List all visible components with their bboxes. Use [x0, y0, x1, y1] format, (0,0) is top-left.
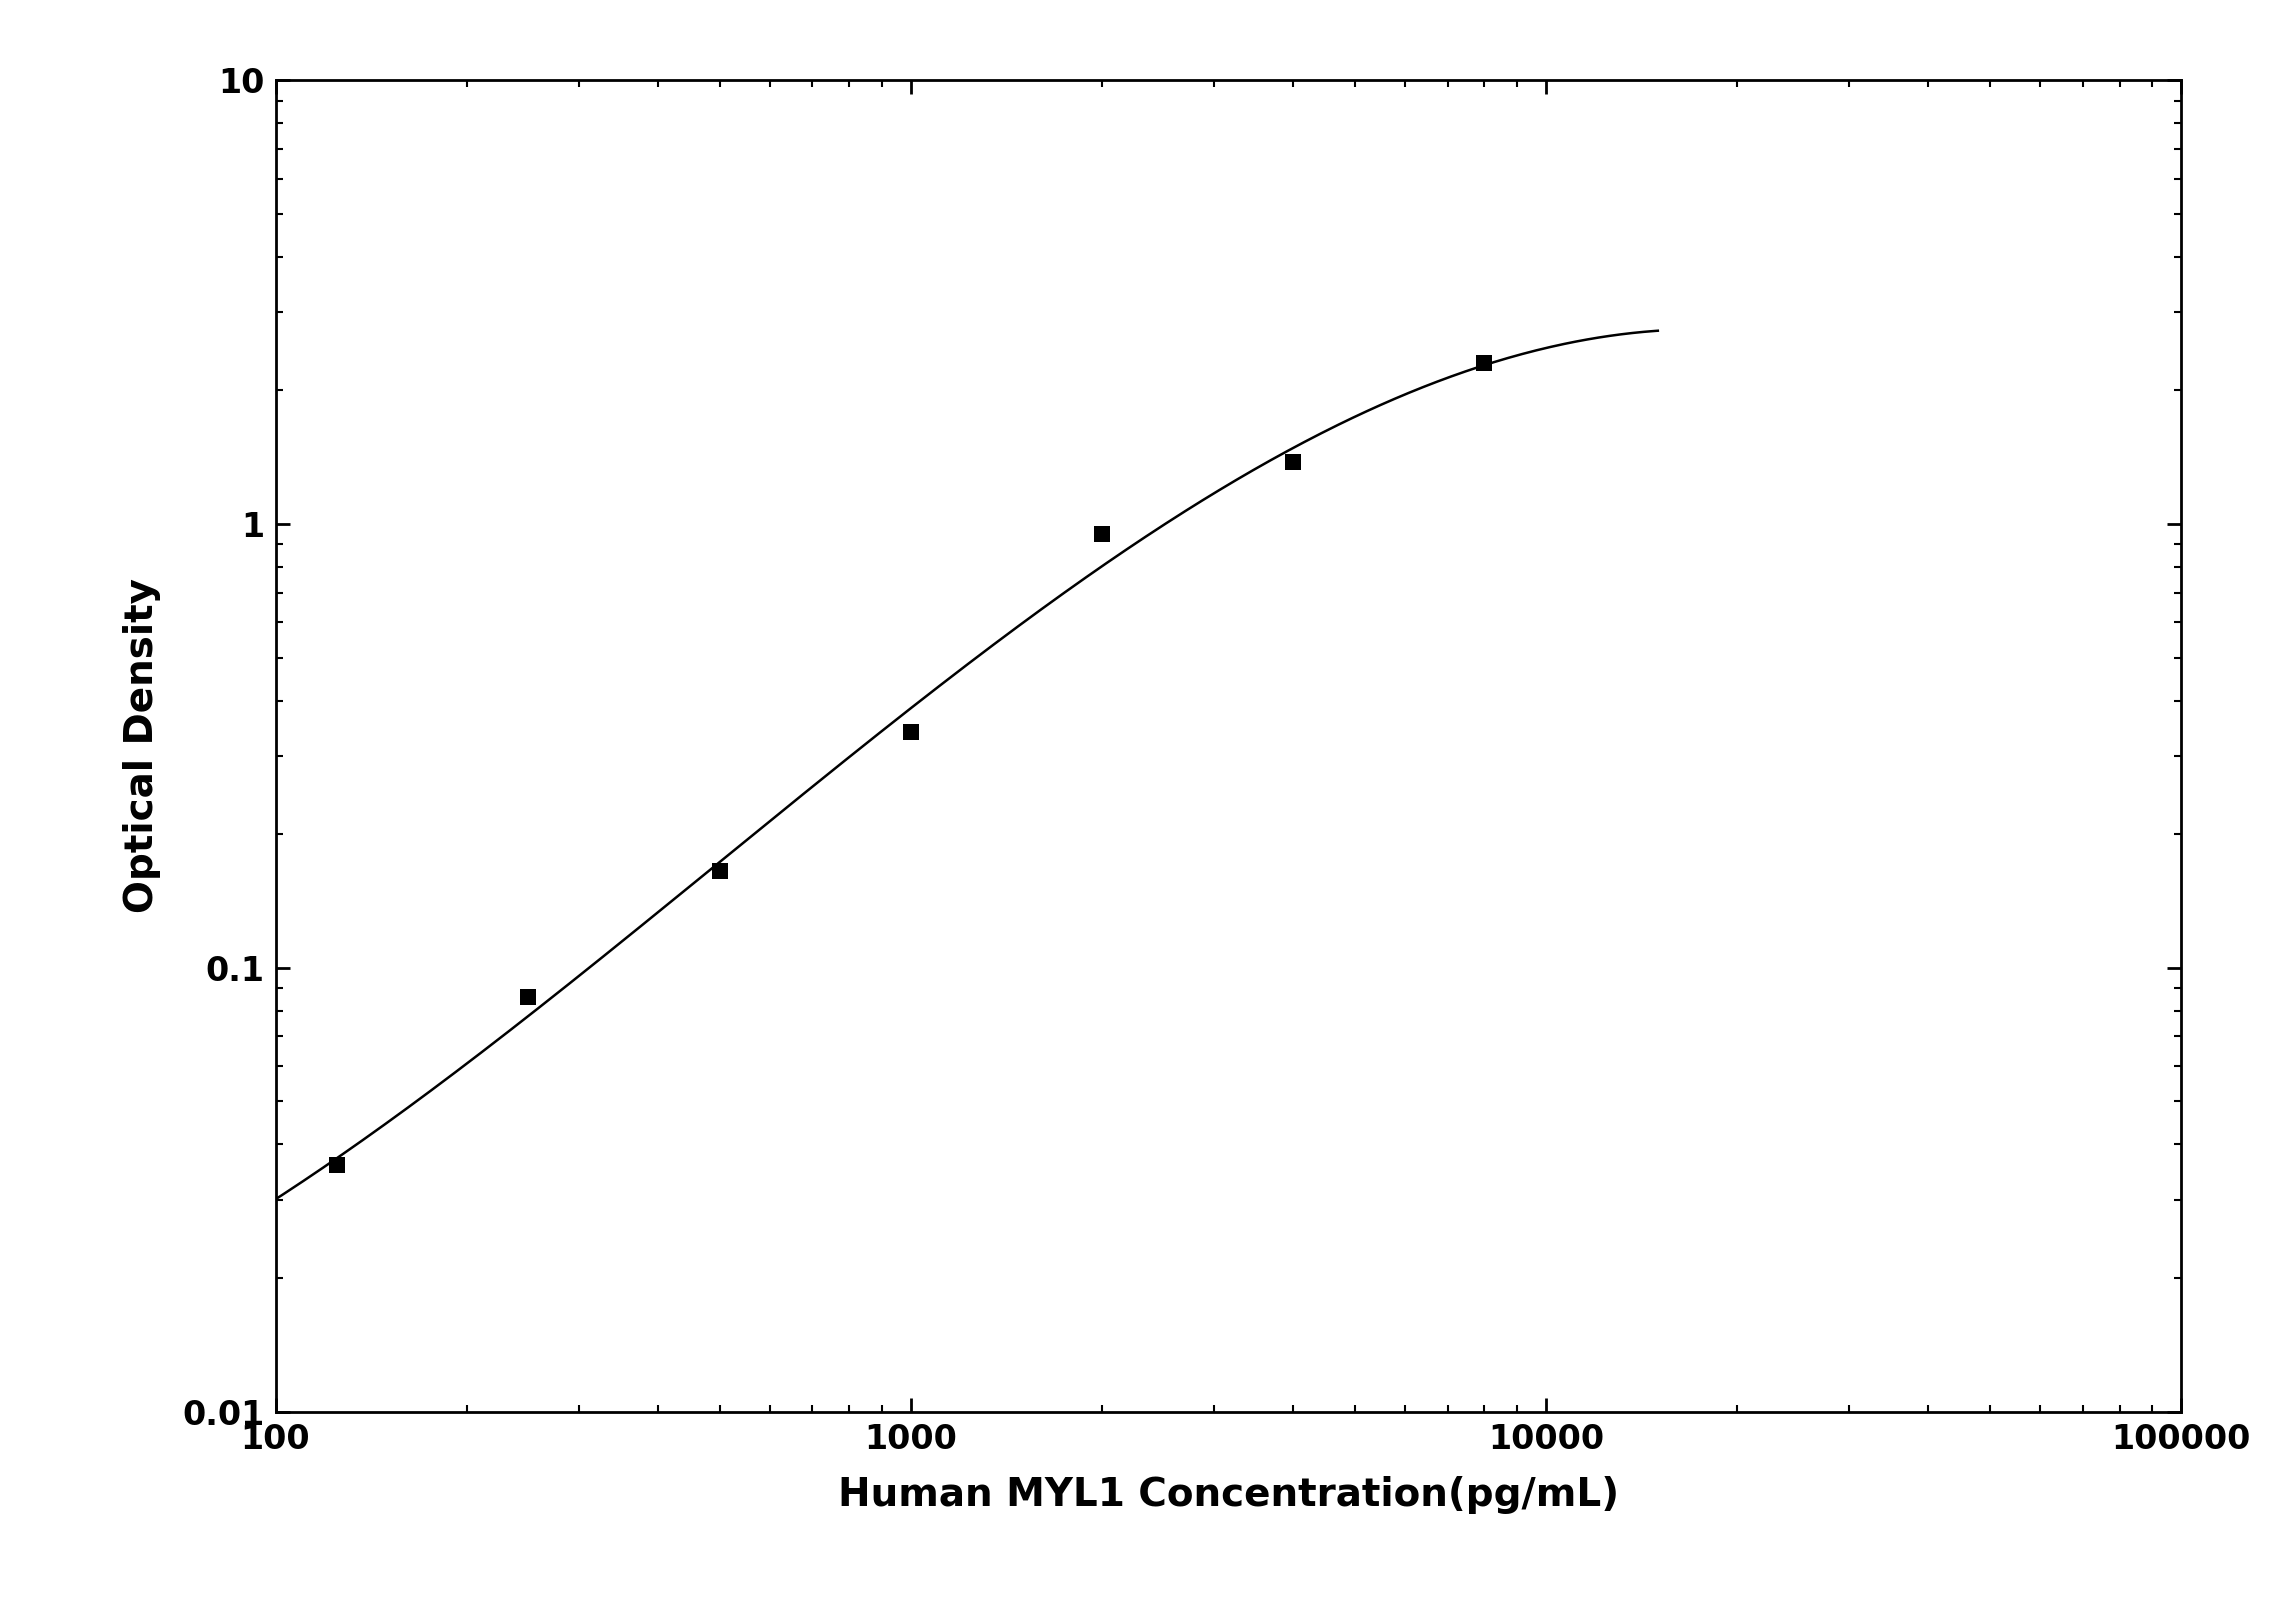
Y-axis label: Optical Density: Optical Density: [124, 579, 161, 913]
Point: [1274, 449, 1311, 475]
X-axis label: Human MYL1 Concentration(pg/mL): Human MYL1 Concentration(pg/mL): [838, 1476, 1619, 1514]
Point: [319, 1152, 356, 1177]
Point: [1467, 351, 1504, 377]
Point: [700, 858, 737, 884]
Point: [510, 983, 546, 1009]
Point: [893, 719, 930, 744]
Point: [1084, 521, 1120, 547]
